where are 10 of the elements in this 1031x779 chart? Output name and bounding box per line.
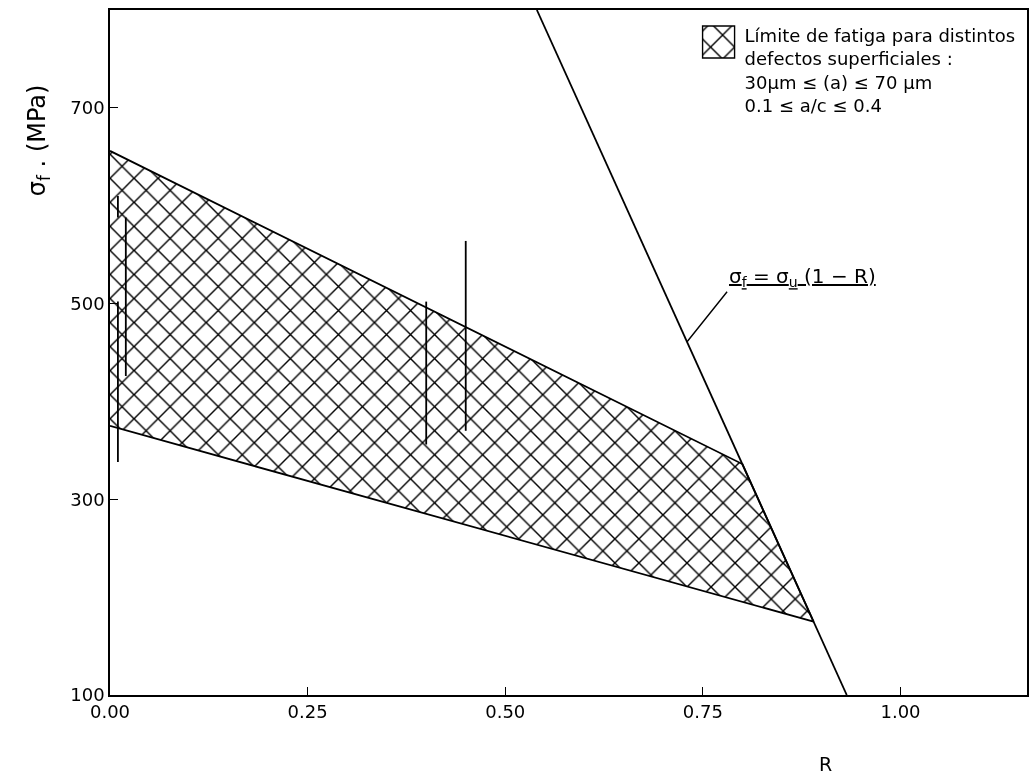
y-tick-label: 700 bbox=[70, 97, 105, 119]
x-tick-label: 0.50 bbox=[485, 701, 526, 723]
x-axis-title: R bbox=[819, 753, 833, 775]
y-tick-label: 300 bbox=[70, 488, 105, 510]
x-tick-label: 0.25 bbox=[287, 701, 328, 723]
annotation: σ$_{f}$ = σ$_{u}$ (1 − R) bbox=[729, 264, 876, 291]
x-tick-label: 0.75 bbox=[682, 701, 723, 723]
y-tick-label: 500 bbox=[70, 292, 105, 314]
legend-label: Límite de fatiga para distintos defectos superficiales : 30μm ≤ (a) ≤ 70 μm 0.1 ≤ a/c ≤ 0.4 bbox=[744, 25, 1016, 117]
x-tick-label: 1.00 bbox=[880, 701, 921, 723]
